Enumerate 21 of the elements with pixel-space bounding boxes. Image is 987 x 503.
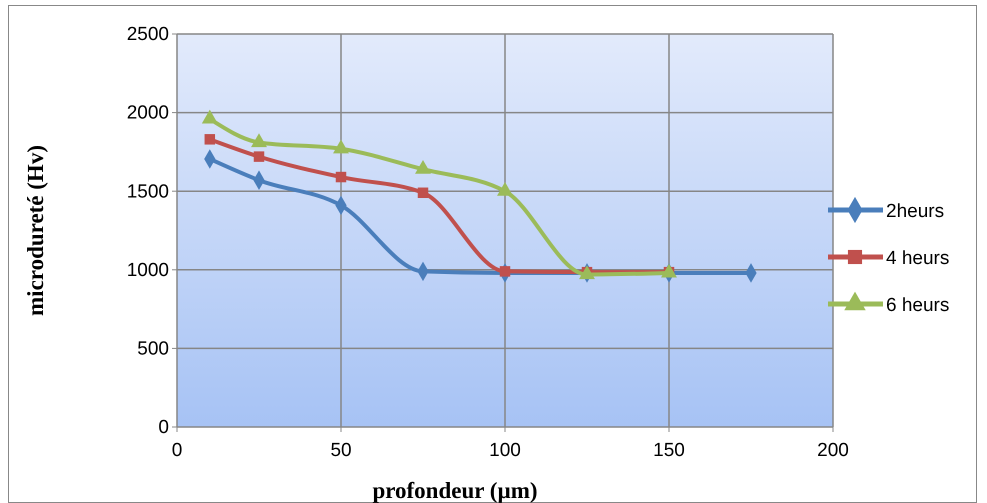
point xyxy=(336,172,346,182)
point xyxy=(254,151,264,162)
y-tick-label: 1000 xyxy=(126,260,169,281)
point xyxy=(500,266,510,277)
y-tick-label: 0 xyxy=(158,417,169,438)
x-tick-label: 150 xyxy=(653,440,685,461)
point xyxy=(204,134,216,145)
y-tick-label: 2000 xyxy=(126,102,169,124)
x-tick-label: 200 xyxy=(817,440,849,461)
y-tick-label: 1500 xyxy=(126,181,169,202)
y-axis-title: microdureté (Hv) xyxy=(23,145,48,316)
y-tick-label: 2500 xyxy=(126,24,169,46)
x-axis-title: profondeur (µm) xyxy=(372,478,538,503)
point xyxy=(418,188,428,198)
x-tick-label: 50 xyxy=(330,440,352,461)
legend-label: 2heurs xyxy=(886,201,944,222)
legend-label: 6 heurs xyxy=(886,295,950,316)
x-tick-label: 100 xyxy=(489,440,521,461)
x-tick-label: 0 xyxy=(172,440,182,461)
y-tick-label: 500 xyxy=(137,338,169,360)
legend-label: 4 heurs xyxy=(886,248,950,269)
